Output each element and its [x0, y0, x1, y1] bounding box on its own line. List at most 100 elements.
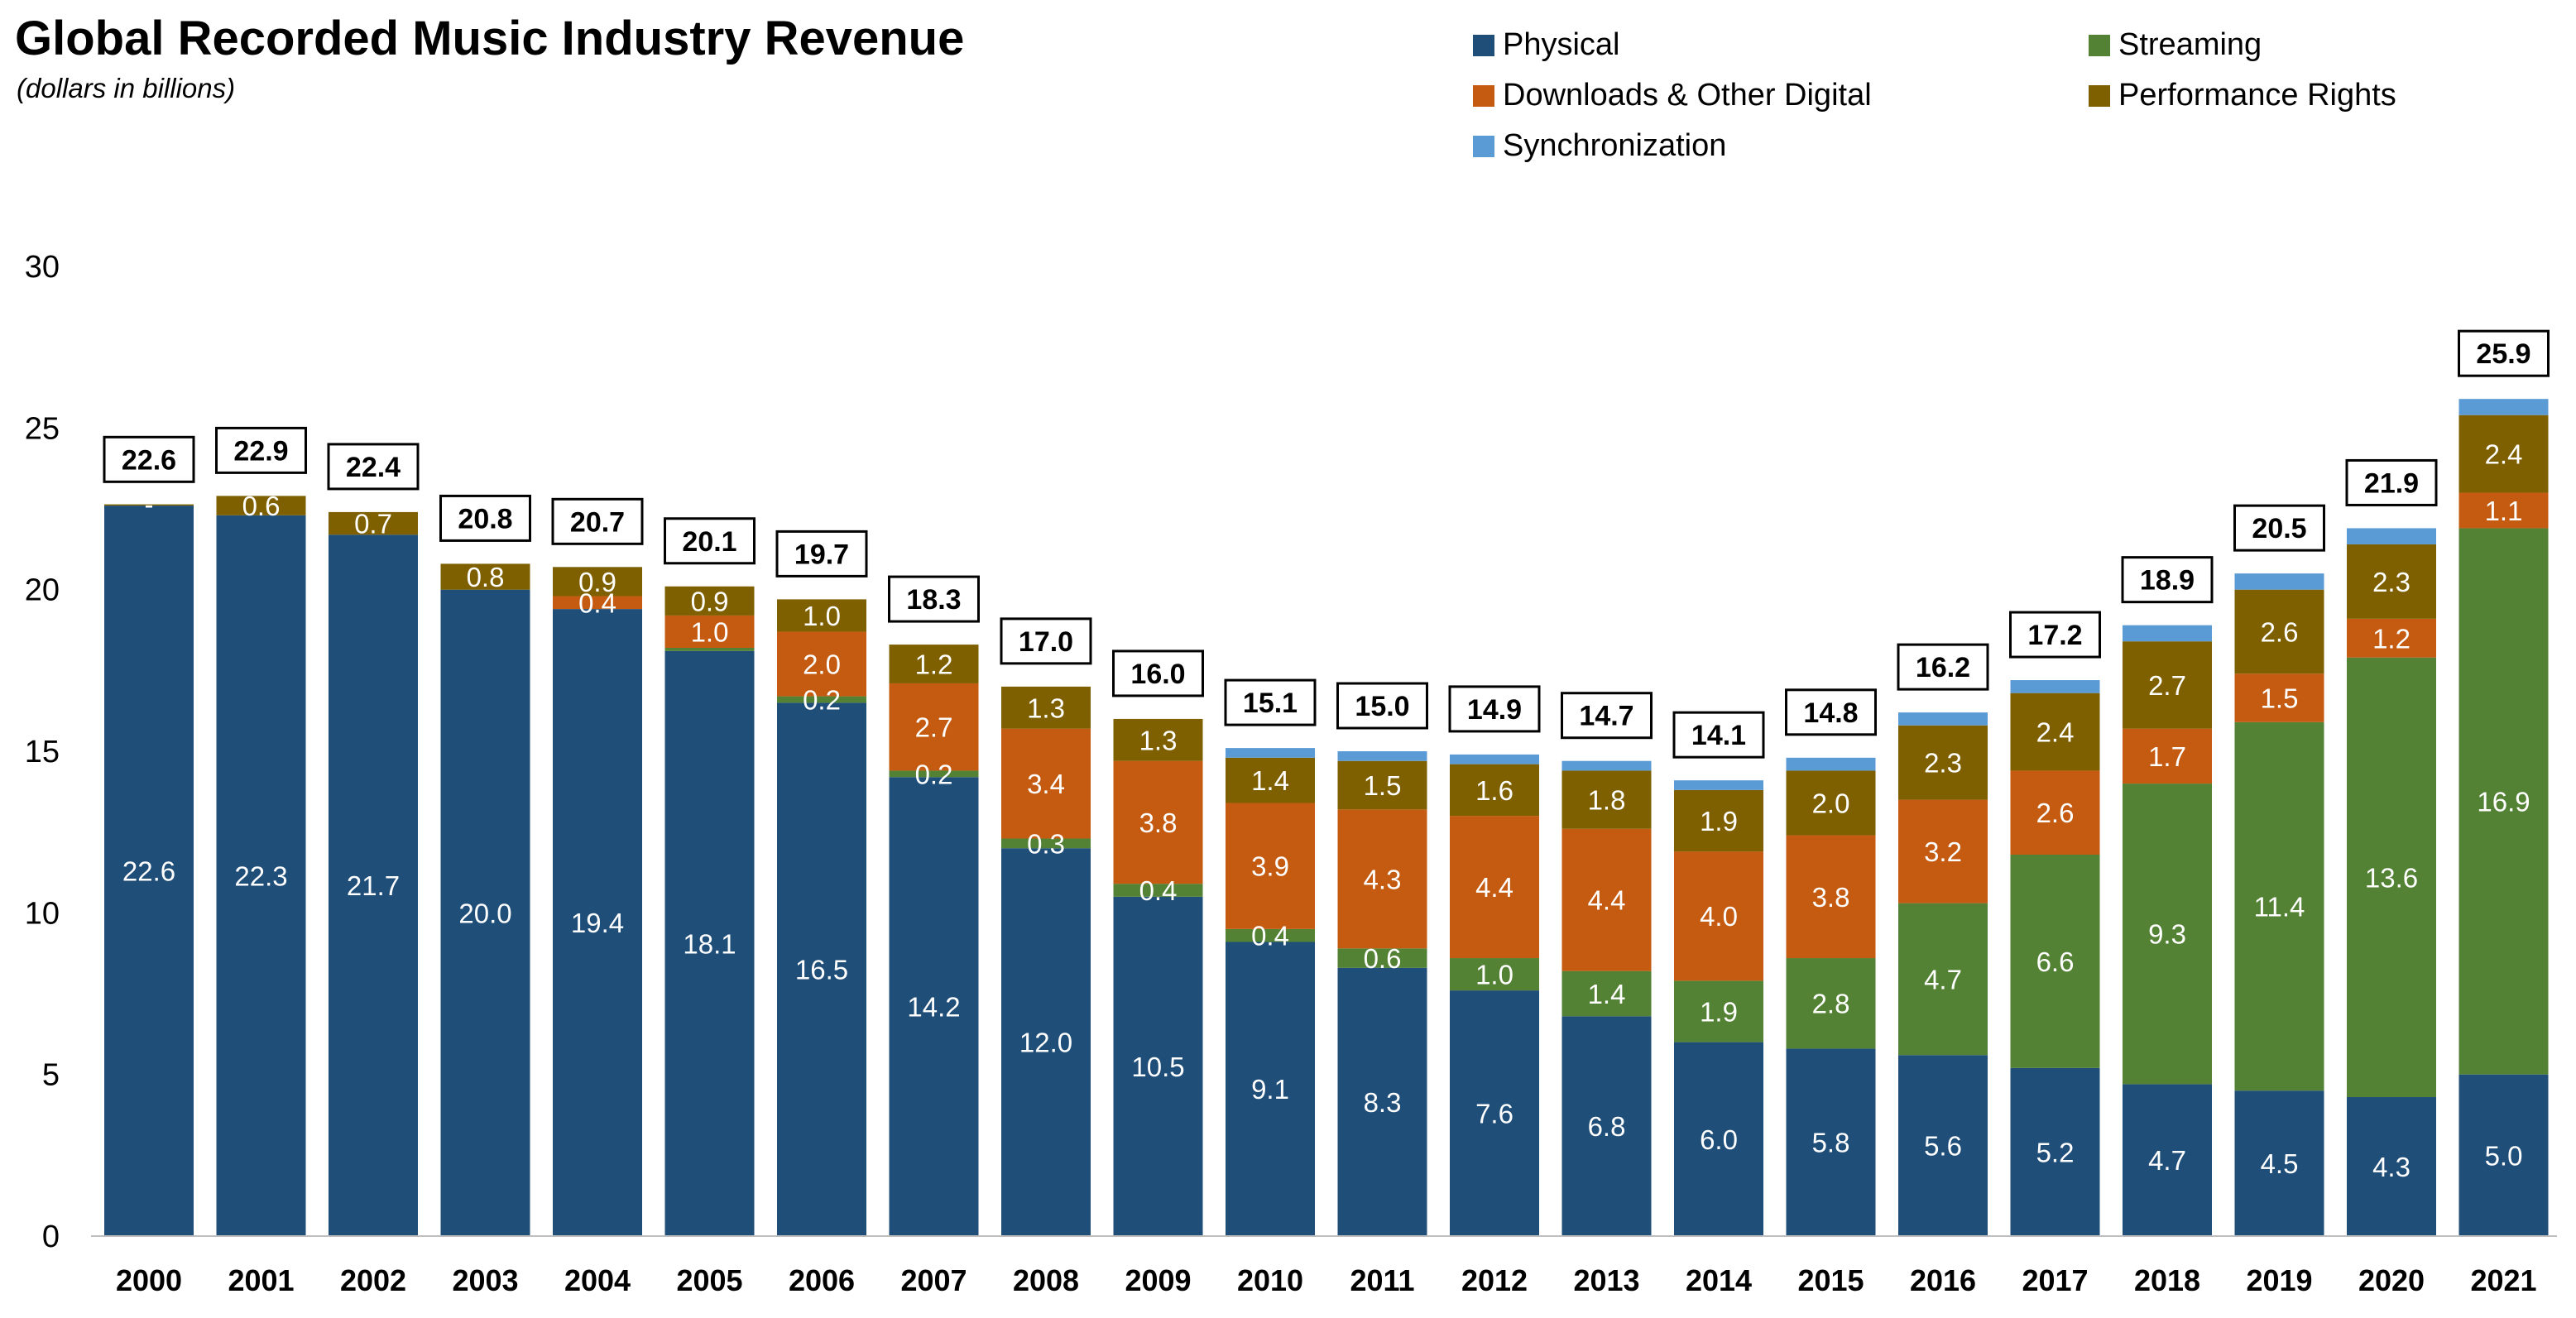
total-box-2017 [2009, 611, 2101, 659]
total-label-2010: 15.1 [1243, 688, 1298, 719]
y-tick-25: 25 [25, 411, 60, 446]
bar-segment-synchronization-2018 [2123, 625, 2212, 642]
x-tick-2019: 2019 [2246, 1263, 2312, 1297]
total-label-2016: 16.2 [1916, 652, 1970, 683]
bar-segment-physical-2014 [1674, 1042, 1763, 1236]
data-label-physical-2006: 16.5 [795, 955, 848, 985]
data-label-performance-rights-2019: 2.6 [2261, 616, 2299, 647]
bar-segment-streaming-2017 [2010, 855, 2100, 1068]
bar-segment-performance-rights-2016 [1898, 725, 1988, 800]
bar-segment-physical-2007 [889, 777, 979, 1236]
total-label-2006: 19.7 [794, 539, 849, 570]
data-label-physical-2018: 4.7 [2148, 1145, 2186, 1176]
data-label-performance-rights-2015: 2.0 [1812, 788, 1850, 819]
x-tick-2012: 2012 [1461, 1263, 1528, 1297]
bar-segment-streaming-2016 [1898, 903, 1988, 1056]
total-box-2006 [775, 530, 868, 578]
data-label-streaming-2011: 0.6 [1364, 943, 1402, 974]
y-tick-30: 30 [25, 250, 60, 285]
bar-segment-physical-2020 [2347, 1097, 2436, 1236]
bar-segment-downloads-other-digital-2020 [2347, 618, 2436, 658]
data-label-downloads-other-digital-2015: 3.8 [1812, 882, 1850, 913]
bar-segment-synchronization-2014 [1674, 780, 1763, 790]
data-label-performance-rights-2006: 1.0 [803, 601, 841, 631]
total-box-2018 [2121, 556, 2214, 604]
bar-segment-physical-2001 [216, 515, 306, 1236]
total-label-2021: 25.9 [2476, 338, 2530, 370]
total-box-2011 [1336, 682, 1428, 730]
bar-segment-performance-rights-2000 [104, 504, 194, 506]
legend-swatch-synchronization [1473, 136, 1494, 157]
legend-label-performance-rights: Performance Rights [2118, 78, 2396, 113]
bar-segment-performance-rights-2017 [2010, 693, 2100, 771]
data-label-physical-2003: 20.0 [458, 898, 511, 928]
data-label-performance-rights-2012: 1.6 [1475, 775, 1513, 806]
bar-segment-streaming-2007 [889, 770, 979, 778]
x-tick-2005: 2005 [676, 1263, 742, 1297]
bar-segment-physical-2011 [1337, 967, 1427, 1236]
total-label-2012: 14.9 [1467, 694, 1522, 726]
x-tick-2016: 2016 [1910, 1263, 1976, 1297]
bar-segment-synchronization-2015 [1786, 757, 1876, 771]
data-label-streaming-2010: 0.4 [1251, 921, 1289, 951]
bar-segment-physical-2013 [1561, 1016, 1652, 1236]
data-label-performance-rights-2008: 1.3 [1027, 693, 1065, 723]
total-label-2014: 14.1 [1691, 720, 1746, 751]
bar-segment-downloads-other-digital-2019 [2234, 673, 2324, 722]
bar-segment-streaming-2012 [1450, 958, 1539, 991]
data-label-performance-rights-2018: 2.7 [2148, 670, 2186, 701]
x-tick-2000: 2000 [116, 1263, 182, 1297]
total-box-2014 [1672, 711, 1765, 759]
bar-segment-physical-2000 [104, 506, 194, 1236]
total-box-2005 [664, 517, 756, 565]
bar-segment-downloads-other-digital-2012 [1450, 816, 1539, 959]
bar-segment-downloads-other-digital-2017 [2010, 770, 2100, 856]
total-label-2019: 20.5 [2252, 513, 2306, 544]
bar-segment-performance-rights-2001 [216, 496, 306, 515]
bar-segment-performance-rights-2012 [1450, 764, 1539, 817]
total-label-2017: 17.2 [2027, 620, 2082, 651]
segment-labels: 22.6-22.30.621.70.720.00.819.40.40.918.1… [122, 439, 2530, 1182]
bar-segment-performance-rights-2021 [2458, 415, 2549, 493]
x-tick-2007: 2007 [900, 1263, 967, 1297]
x-tick-2004: 2004 [564, 1263, 631, 1297]
bar-segment-downloads-other-digital-2011 [1337, 809, 1427, 949]
data-label-streaming-2014: 1.9 [1700, 996, 1738, 1027]
data-label-physical-2020: 4.3 [2372, 1152, 2411, 1182]
x-tick-2003: 2003 [452, 1263, 518, 1297]
data-label-physical-2017: 5.2 [2036, 1137, 2075, 1167]
bar-segment-performance-rights-2015 [1786, 770, 1876, 836]
total-box-2010 [1224, 678, 1317, 726]
total-box-2007 [888, 575, 980, 623]
data-label-downloads-other-digital-2004: 0.4 [578, 587, 616, 618]
bar-segment-downloads-other-digital-2005 [664, 615, 755, 648]
data-label-downloads-other-digital-2009: 3.8 [1139, 808, 1178, 838]
total-label-2002: 22.4 [346, 452, 401, 483]
total-box-2012 [1448, 685, 1541, 733]
legend-swatch-downloads-other-digital [1473, 85, 1494, 107]
bar-segment-streaming-2008 [1001, 838, 1091, 849]
data-label-streaming-2013: 1.4 [1588, 979, 1626, 1009]
y-tick-15: 15 [25, 735, 60, 769]
data-label-physical-2021: 5.0 [2485, 1140, 2523, 1171]
data-label-streaming-2009: 0.4 [1139, 875, 1178, 906]
bar-segment-streaming-2014 [1674, 980, 1763, 1042]
y-tick-0: 0 [42, 1220, 60, 1254]
bar-segment-streaming-2010 [1226, 928, 1315, 942]
x-tick-2006: 2006 [789, 1263, 855, 1297]
bar-segment-physical-2017 [2010, 1067, 2100, 1236]
total-label-2000: 22.6 [122, 444, 176, 476]
bar-segment-streaming-2013 [1561, 971, 1652, 1017]
x-tick-2009: 2009 [1125, 1263, 1191, 1297]
total-box-2015 [1785, 688, 1877, 736]
bar-segment-performance-rights-2007 [889, 645, 979, 683]
data-label-physical-2007: 14.2 [907, 992, 960, 1023]
data-label-performance-rights-2013: 1.8 [1588, 785, 1626, 816]
bar-segment-physical-2008 [1001, 848, 1091, 1236]
bar-segment-physical-2006 [777, 702, 866, 1236]
data-label-physical-2001: 22.3 [234, 860, 287, 891]
data-label-streaming-2018: 9.3 [2148, 919, 2186, 950]
bar-segment-synchronization-2017 [2010, 680, 2100, 693]
data-label-physical-2008: 12.0 [1019, 1028, 1072, 1058]
x-tick-2021: 2021 [2470, 1263, 2536, 1297]
